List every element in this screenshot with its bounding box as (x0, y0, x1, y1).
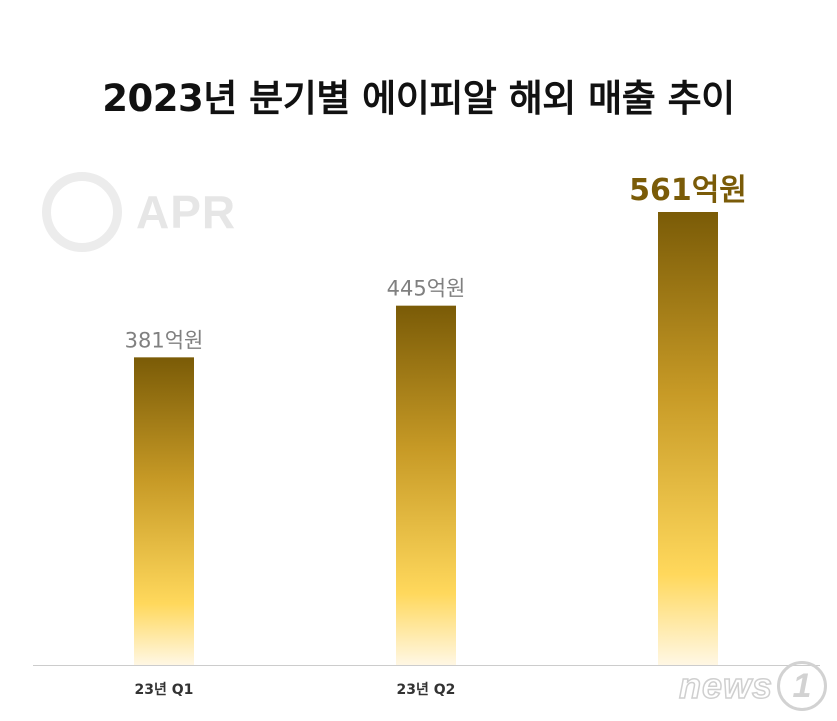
bar-2 (396, 305, 456, 665)
apr-logo: APR (42, 172, 236, 252)
bars-group (134, 212, 718, 665)
value-labels-group: 381억원 445억원 561억원 (125, 173, 747, 352)
ring-logo-icon (42, 172, 122, 252)
bar-3 (658, 212, 718, 665)
watermark-badge: 1 (777, 661, 827, 711)
chart-title: 2023년 분기별 에이피알 해외 매출 추이 (102, 77, 735, 120)
value-label-3: 561억원 (629, 173, 747, 208)
category-labels-group: 23년 Q1 23년 Q2 (135, 682, 456, 698)
value-label-1: 381억원 (125, 328, 204, 352)
category-label-1: 23년 Q1 (135, 682, 194, 698)
value-label-2: 445억원 (387, 277, 466, 301)
bar-1 (134, 357, 194, 665)
category-label-2: 23년 Q2 (397, 682, 456, 698)
logo-text: APR (136, 186, 237, 238)
news1-logo: news 1 (678, 661, 827, 711)
watermark-text: news (678, 664, 773, 707)
